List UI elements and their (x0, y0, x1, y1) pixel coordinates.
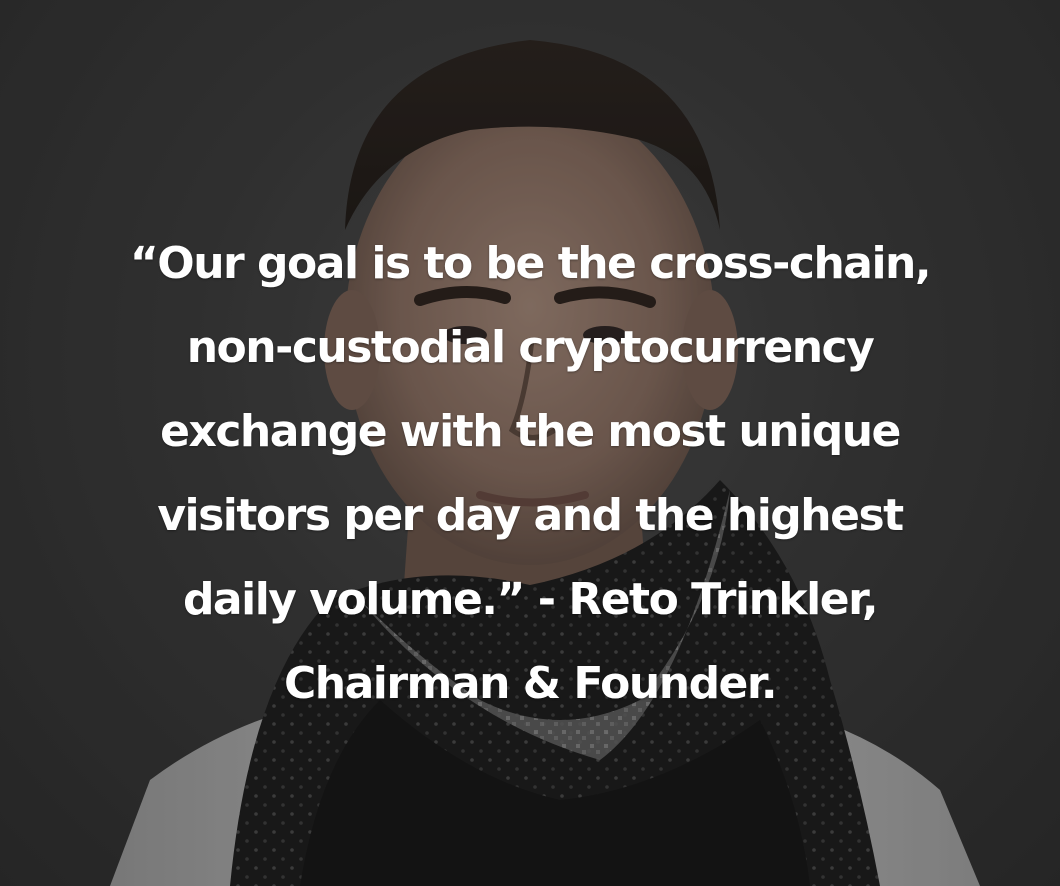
quote-line: daily volume.” - Reto Trinkler, (182, 574, 879, 625)
scarf-shape (230, 480, 880, 886)
quote-text: “Our goal is to be the cross-chain, non-… (80, 222, 980, 726)
head-shape (324, 40, 738, 565)
quote-line: non-custodial cryptocurrency (186, 322, 875, 373)
quote-line: exchange with the most unique (160, 406, 901, 457)
quote-line: visitors per day and the highest (157, 490, 904, 541)
quote-line: “Our goal is to be the cross-chain, (129, 238, 932, 289)
quote-line: Chairman & Founder. (283, 658, 778, 709)
